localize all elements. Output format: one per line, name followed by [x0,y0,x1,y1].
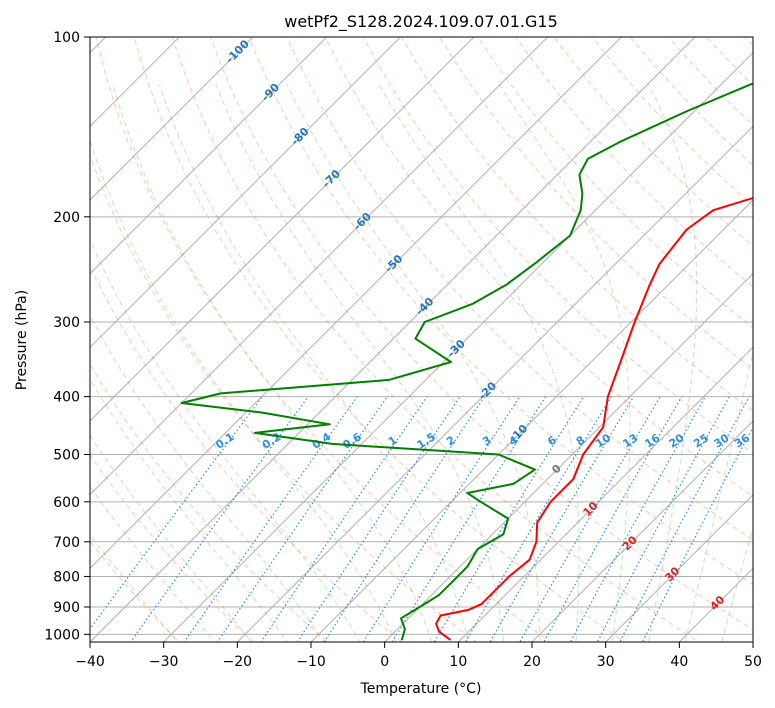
y-tick-label: 600 [53,495,80,511]
isotherm-line [90,37,254,201]
moist-adiabat [112,84,433,642]
moist-adiabat [215,84,505,642]
dry-adiabat [209,37,753,631]
moist-adiabat [647,84,698,642]
mixing-ratio-line [543,396,683,642]
mixing-ratio-line [519,396,661,642]
y-axis-title: Pressure (hPa) [14,290,30,390]
y-tick-label: 800 [53,569,80,585]
isotherm-line [90,37,475,422]
isotherm-line [90,37,696,642]
moist-adiabat [684,349,753,642]
isotherm-line [236,125,753,642]
x-tick-label: −40 [75,654,105,670]
y-tick-label: 200 [53,210,80,226]
mixing-ratio-line [433,396,585,642]
x-tick-label: −30 [149,654,179,670]
moist-adiabat [158,84,469,642]
mixing-ratio-line [596,396,730,642]
x-tick-label: 20 [523,654,541,670]
dry-adiabat [90,453,254,642]
isotherm-line [604,493,753,642]
y-tick-label: 500 [53,448,80,464]
dry-adiabat [515,37,753,288]
dry-adiabat [90,363,329,642]
isotherm-line [90,37,549,496]
background-lines [90,37,753,642]
dewpoint-profile-line [180,82,753,641]
x-tick-label: 30 [597,654,615,670]
moist-adiabat [90,314,325,642]
moist-adiabat [378,84,580,642]
isotherm-line [90,37,402,349]
plot-frame [89,36,754,643]
isotherm-line [90,37,328,275]
x-tick-label: −10 [296,654,326,670]
temperature-profile-line [435,196,753,641]
dry-adiabat [400,37,753,412]
dry-adiabat [90,265,403,642]
profiles [180,82,753,641]
y-tick-label: 700 [53,535,80,551]
moist-adiabat [90,138,397,642]
x-tick-label: −20 [223,654,253,670]
mixing-ratio-line [641,425,753,642]
mixing-ratio-line [183,396,358,642]
moist-adiabat [286,84,541,642]
mixing-ratio-line [619,396,750,642]
x-tick-label: 50 [744,654,762,670]
x-axis: −40 −30 −20 −10 0 10 20 30 40 50 [75,642,762,670]
dry-adiabat [286,37,753,541]
y-tick-label: 1000 [44,627,80,643]
isotherm-line [162,51,753,642]
dry-adiabat [95,37,552,642]
isotherm-line [310,199,753,642]
y-axis: 100 200 300 400 500 600 700 800 900 1000 [44,30,90,643]
y-tick-label: 400 [53,390,80,406]
y-tick-label: 900 [53,600,80,616]
y-tick-label: 100 [53,30,80,46]
isotherm-line [90,37,181,128]
isotherm-line [531,420,753,642]
chart-title: wetPf2_S128.2024.109.07.01.G15 [284,12,558,32]
mixing-ratio-line [216,396,388,642]
dry-adiabat [248,37,753,586]
mixing-ratio-line [362,396,521,642]
dry-adiabat [133,37,626,642]
x-axis-title: Temperature (°C) [360,681,482,697]
mixing-ratio-line [569,396,706,642]
x-tick-label: 10 [449,654,467,670]
dry-adiabat [171,37,700,642]
moist-adiabat [90,238,361,642]
mixing-ratio-line [260,396,428,642]
dry-adiabat [90,153,477,642]
x-tick-label: 0 [380,654,389,670]
dry-adiabat [477,37,753,329]
moist-adiabat [90,485,216,642]
moist-adiabat [498,84,631,642]
isotherm-line [457,346,753,642]
x-tick-label: 40 [670,654,688,670]
mixing-ratio-line [391,396,547,642]
isotherm-line [90,37,623,570]
y-tick-label: 300 [53,315,80,331]
moist-adiabat [90,533,179,642]
mixing-ratio-line [489,396,635,642]
